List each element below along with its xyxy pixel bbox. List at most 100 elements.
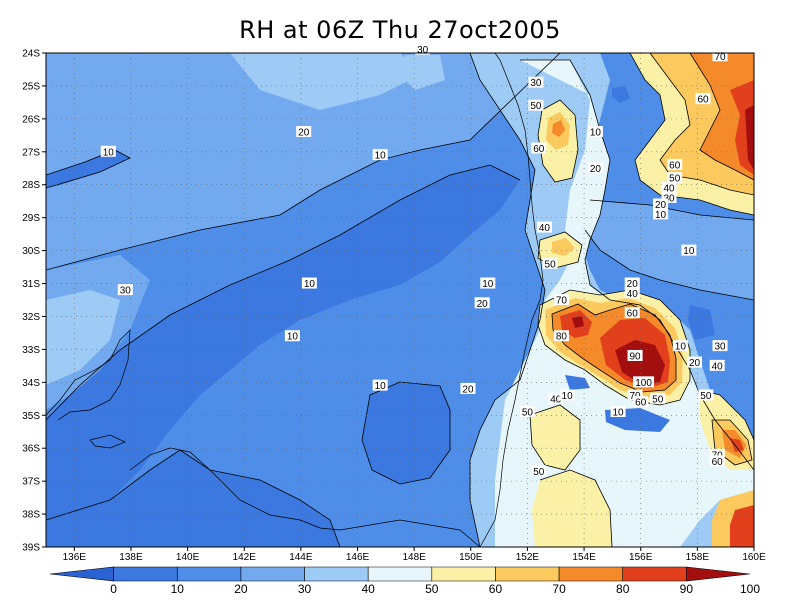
lon-tick-label: 142E — [233, 552, 257, 563]
colorbar-swatch — [49, 566, 114, 582]
contour-label: 10 — [100, 145, 116, 158]
contour-label-bg — [681, 244, 697, 256]
rh-band-0-10-central — [362, 382, 450, 484]
contour-label-text: 10 — [613, 407, 625, 418]
lon-tick-label: 144E — [289, 552, 313, 563]
contour-label-text: 40 — [712, 361, 724, 372]
lat-tick-label: 33S — [22, 345, 40, 356]
contour-label-bg — [627, 389, 643, 401]
colorbar: 0 10 20 30 40 50 60 70 80 90 100 — [49, 566, 760, 596]
colorbar-swatch — [113, 566, 178, 582]
lon-tick-label: 160E — [742, 552, 766, 563]
contour-label: 10 — [480, 277, 496, 290]
colorbar-label: 20 — [234, 582, 248, 596]
colorbar-swatch — [686, 566, 751, 582]
contour-label-text: 50 — [530, 101, 542, 112]
contour-label-text: 10 — [655, 210, 667, 221]
lat-tick-label: 35S — [22, 411, 40, 422]
rh-band-90-100-northeast — [745, 105, 754, 170]
contour-label-text: 50 — [533, 467, 545, 478]
rh-band-50-60-south-blob — [530, 405, 580, 470]
contour-label-text: 10 — [375, 151, 387, 162]
contour-label-text: 10 — [683, 246, 695, 257]
contour-label-bg — [627, 349, 643, 361]
contour-label-bg — [624, 277, 640, 289]
contour-label-bg — [661, 191, 677, 203]
contour-label: 50 — [667, 172, 683, 185]
colorbar-label: 30 — [298, 582, 312, 596]
contour-label-bg — [372, 149, 388, 161]
contour-label-text: 80 — [556, 332, 568, 343]
contour-label: 40 — [624, 287, 640, 300]
lat-tick-label: 36S — [22, 444, 40, 455]
contour-label-text: 30 — [120, 286, 132, 297]
rh-band-80-90-se-corner — [730, 505, 754, 547]
colorbar-label: 60 — [489, 582, 503, 596]
lon-tick-label: 158E — [686, 552, 710, 563]
contour-label-bg — [587, 126, 603, 138]
rh-band-0-10-northwest — [46, 150, 130, 188]
colorbar-label: 0 — [110, 582, 117, 596]
contour-lines — [46, 53, 754, 547]
contour-label-bg — [372, 379, 388, 391]
contour-label-text: 60 — [712, 457, 724, 468]
contour-label: 50 — [698, 389, 714, 402]
contour-label-bg — [296, 126, 312, 138]
rh-band-10-20-east-strip — [585, 200, 754, 300]
colorbar-swatch — [495, 566, 560, 582]
contour-label: 50 — [542, 257, 558, 270]
contour-label-bg — [712, 50, 728, 62]
rh-band-20-30-northwest — [46, 53, 560, 270]
contour-label: 60 — [624, 307, 640, 320]
contour-label-bg — [709, 455, 725, 467]
rh-band-0-10-east-spot-3 — [565, 375, 590, 390]
colorbar-label: 80 — [616, 582, 630, 596]
contour-label-bg — [460, 382, 476, 394]
contour-label-bg — [695, 93, 711, 105]
rh-band-0-10-southwest — [46, 450, 340, 547]
contour-label-text: 20 — [655, 200, 667, 211]
contour-label-bg — [709, 448, 725, 460]
lat-tick-label: 37S — [22, 477, 40, 488]
contour-label-bg — [653, 198, 669, 210]
contour-label-text: 70 — [556, 296, 568, 307]
contour-label: 40 — [709, 359, 725, 372]
lat-tick-label: 29S — [22, 213, 40, 224]
contour-label: 60 — [633, 396, 649, 409]
lat-tick-label: 26S — [22, 114, 40, 125]
contour-label: 70 — [553, 294, 569, 307]
contour-label-text: 50 — [522, 407, 534, 418]
contour-label: 90 — [627, 349, 643, 362]
lat-tick-label: 39S — [22, 543, 40, 554]
contour-label-bg — [415, 43, 431, 55]
contour-label-text: 50 — [700, 391, 712, 402]
contour-label-bg — [474, 297, 490, 309]
contour-label: 60 — [709, 455, 725, 468]
rh-band-60-70-mid-blob — [552, 238, 575, 256]
longitude-axis: 136E 138E 140E 142E 144E 146E 148E 150E 152E 154E… — [63, 547, 766, 563]
contour-label: 50 — [528, 99, 544, 112]
contour-label-text: 60 — [697, 95, 709, 106]
contour-label: 10 — [587, 126, 603, 139]
contour-label-bg — [587, 162, 603, 174]
contour-label-text: 20 — [477, 299, 489, 310]
rh-fill-layer — [46, 53, 754, 547]
contour-label-bg — [548, 392, 564, 404]
lon-tick-label: 152E — [516, 552, 540, 563]
colorbar-label: 10 — [171, 582, 185, 596]
coastlines — [46, 53, 544, 547]
colorbar-label: 40 — [362, 582, 376, 596]
colorbar-swatch — [431, 566, 496, 582]
contour-label-text: 60 — [627, 309, 639, 320]
contour-label-text: 20 — [627, 279, 639, 290]
contour-label-text: 40 — [663, 184, 675, 195]
contour-label-text: 30 — [417, 45, 429, 56]
contour-label-bg — [650, 392, 666, 404]
contour-label-bg — [301, 277, 317, 289]
contour-label-text: 100 — [635, 378, 652, 389]
lat-tick-label: 27S — [22, 147, 40, 158]
contour-label-bg — [633, 376, 655, 388]
colorbar-swatch — [240, 566, 305, 582]
contour-label: 100 — [633, 376, 655, 389]
